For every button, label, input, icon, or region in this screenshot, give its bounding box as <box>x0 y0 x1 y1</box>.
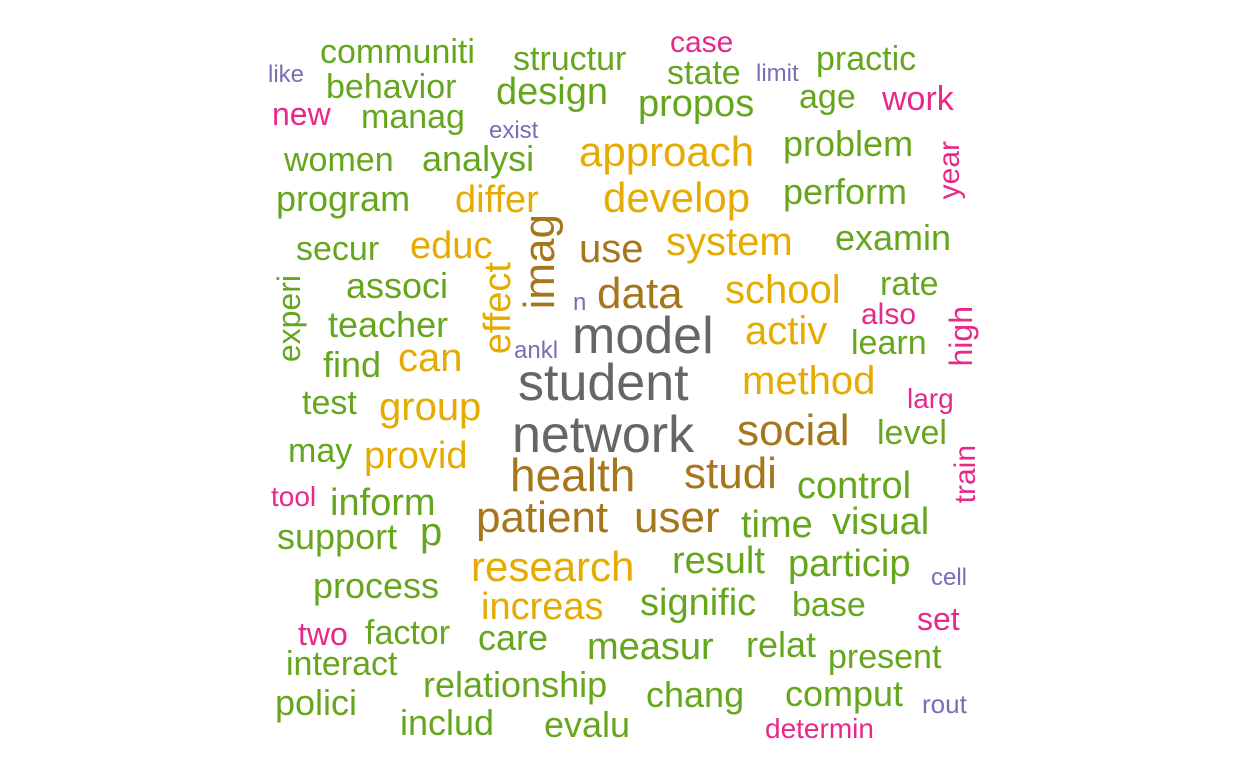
word-cell: cell <box>931 564 968 591</box>
word-secur: secur <box>296 230 380 268</box>
word-ankl: ankl <box>514 337 559 364</box>
word-may: may <box>288 432 353 470</box>
word-system: system <box>666 220 793 264</box>
word-age: age <box>799 78 856 116</box>
word-rate: rate <box>880 265 939 303</box>
word-learn: learn <box>851 324 927 362</box>
word-manag: manag <box>361 98 465 136</box>
word-patient: patient <box>476 493 609 542</box>
word-high: high <box>943 306 979 367</box>
word-particip: particip <box>788 543 911 585</box>
word-increas: increas <box>481 586 604 628</box>
word-effect: effect <box>477 262 519 355</box>
word-present: present <box>828 638 942 676</box>
word-student: student <box>518 354 689 412</box>
word-develop: develop <box>603 174 751 221</box>
word-data: data <box>597 269 683 318</box>
word-time: time <box>741 504 813 546</box>
word-use: use <box>579 227 644 271</box>
word-determin: determin <box>765 713 874 744</box>
word-social: social <box>737 406 850 455</box>
word-exist: exist <box>489 117 539 144</box>
word-rout: rout <box>922 689 967 719</box>
word-state: state <box>667 54 741 92</box>
word-perform: perform <box>783 171 908 212</box>
word-research: research <box>471 543 635 590</box>
word-relationship: relationship <box>423 664 608 705</box>
word-train: train <box>949 445 982 504</box>
word-health: health <box>510 449 636 501</box>
word-level: level <box>877 414 947 452</box>
word-also: also <box>861 298 917 331</box>
word-program: program <box>276 178 411 219</box>
word-process: process <box>313 565 440 606</box>
word-differ: differ <box>455 179 539 221</box>
word-group: group <box>379 385 482 429</box>
word-like: like <box>268 61 305 88</box>
word-chang: chang <box>646 674 745 715</box>
word-practic: practic <box>816 40 917 78</box>
word-imag: imag <box>515 214 564 310</box>
word-tool: tool <box>271 481 317 512</box>
word-result: result <box>672 540 765 582</box>
word-evalu: evalu <box>544 704 631 745</box>
word-network: network <box>512 406 695 464</box>
word-teacher: teacher <box>328 304 449 345</box>
word-polici: polici <box>275 682 358 723</box>
word-women: women <box>284 141 394 179</box>
word-experi: experi <box>271 275 307 363</box>
word-user: user <box>634 493 720 542</box>
word-interact: interact <box>286 645 398 683</box>
word-factor: factor <box>365 614 451 652</box>
word-problem: problem <box>783 123 914 164</box>
word-base: base <box>792 586 866 624</box>
word-signific: signific <box>640 582 757 624</box>
word-relat: relat <box>746 624 817 665</box>
word-model: model <box>572 307 714 365</box>
word-approach: approach <box>579 128 755 175</box>
word-structur: structur <box>513 40 627 78</box>
word-activ: activ <box>745 309 828 353</box>
word-educ: educ <box>410 225 493 267</box>
word-test: test <box>302 384 357 422</box>
word-includ: includ <box>400 702 495 743</box>
word-inform: inform <box>330 482 436 524</box>
word-find: find <box>323 344 382 385</box>
word-work: work <box>882 80 954 118</box>
word-measur: measur <box>587 626 714 668</box>
word-design: design <box>496 71 608 113</box>
word-case: case <box>670 26 734 59</box>
word-method: method <box>742 359 876 403</box>
word-control: control <box>797 465 912 507</box>
word-can: can <box>398 336 463 380</box>
word-behavior: behavior <box>326 68 457 106</box>
word-studi: studi <box>684 449 777 498</box>
word-school: school <box>725 268 841 312</box>
word-visual: visual <box>832 501 930 543</box>
word-limit: limit <box>756 60 799 87</box>
word-care: care <box>478 617 549 658</box>
word-associ: associ <box>346 265 449 306</box>
word-provid: provid <box>364 435 468 477</box>
word-n: n <box>573 289 587 316</box>
word-new: new <box>272 96 331 132</box>
word-analysi: analysi <box>422 138 535 179</box>
word-communiti: communiti <box>320 33 475 71</box>
word-propos: propos <box>638 83 755 125</box>
word-two: two <box>298 616 348 652</box>
word-examin: examin <box>835 217 952 258</box>
word-p: p <box>420 510 443 554</box>
word-larg: larg <box>907 383 954 414</box>
word-year: year <box>933 141 966 200</box>
word-set: set <box>917 601 960 637</box>
word-support: support <box>277 516 398 557</box>
word-comput: comput <box>785 673 904 714</box>
